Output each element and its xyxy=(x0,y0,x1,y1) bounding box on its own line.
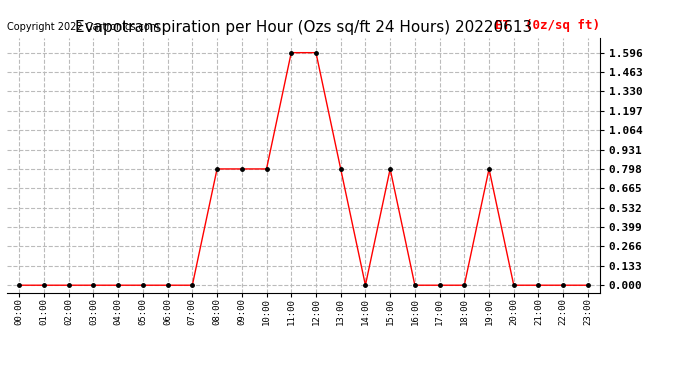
Text: ET  (0z/sq ft): ET (0z/sq ft) xyxy=(495,20,600,32)
Text: Copyright 2022 Cartronics.com: Copyright 2022 Cartronics.com xyxy=(7,22,159,32)
Title: Evapotranspiration per Hour (Ozs sq/ft 24 Hours) 20220613: Evapotranspiration per Hour (Ozs sq/ft 2… xyxy=(75,20,532,35)
